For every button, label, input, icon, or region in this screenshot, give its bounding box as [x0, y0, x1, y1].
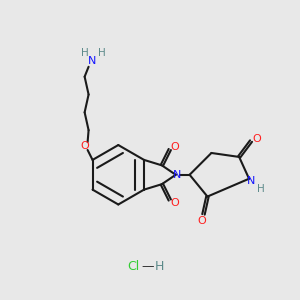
Text: O: O [197, 216, 206, 226]
Text: H: H [257, 184, 265, 194]
Text: O: O [170, 142, 179, 152]
Text: O: O [253, 134, 261, 144]
Text: N: N [172, 170, 181, 180]
Text: N: N [247, 176, 255, 186]
Text: —: — [142, 260, 154, 273]
Text: Cl: Cl [127, 260, 139, 273]
Text: O: O [80, 141, 89, 151]
Text: N: N [88, 56, 97, 66]
Text: H: H [81, 48, 88, 58]
Text: H: H [155, 260, 165, 273]
Text: O: O [170, 198, 179, 208]
Text: H: H [98, 48, 105, 58]
